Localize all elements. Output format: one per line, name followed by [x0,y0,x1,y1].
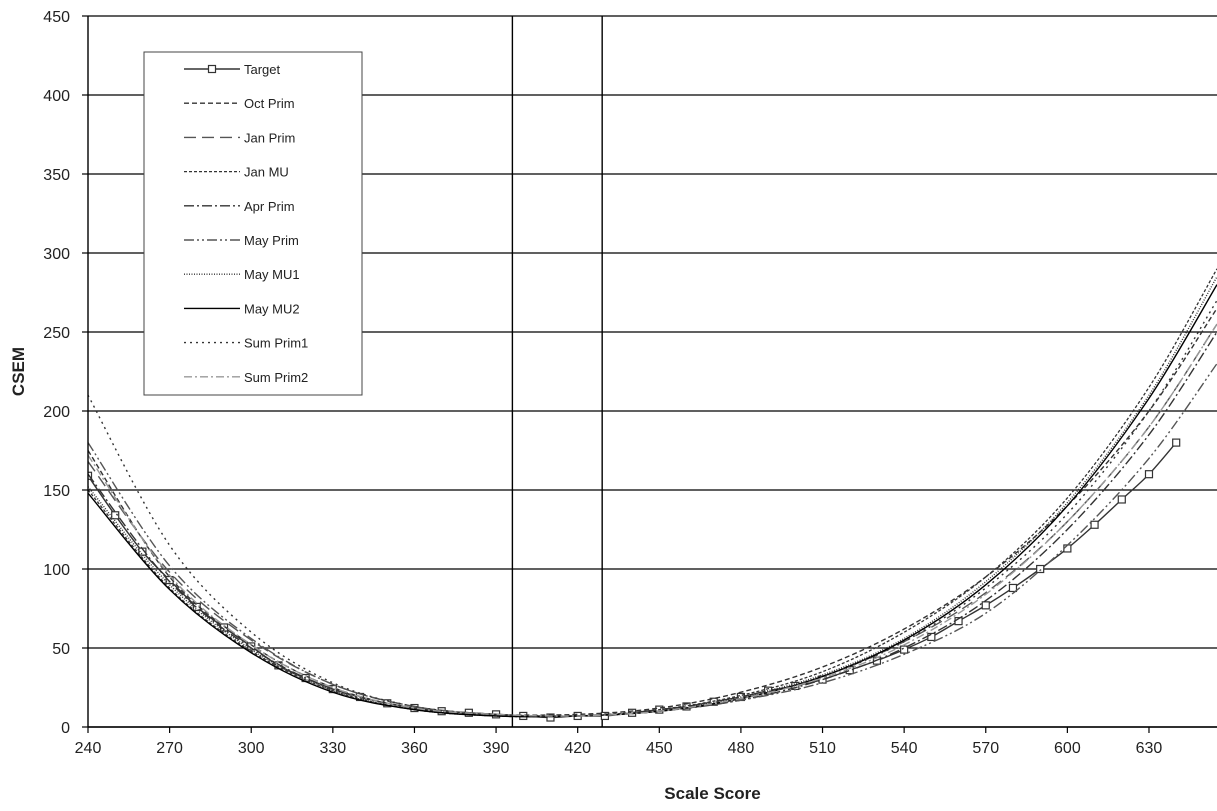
data-point-target-640 [1173,439,1180,446]
x-tick-label-240: 240 [75,740,102,757]
y-tick-label-0: 0 [61,720,70,737]
legend-label-jan-prim: Jan Prim [244,130,295,145]
legend-label-target: Target [244,62,281,77]
legend-label-sum-prim1: Sum Prim1 [244,336,308,351]
legend-label-may-mu1: May MU1 [244,267,300,282]
x-tick-label-270: 270 [156,740,183,757]
legend-marker-target [209,66,216,73]
y-tick-label-200: 200 [43,404,70,421]
x-tick-label-480: 480 [728,740,755,757]
x-tick-label-600: 600 [1054,740,1081,757]
y-tick-label-300: 300 [43,246,70,263]
legend: Target Oct Prim Jan Prim Jan MU Apr Prim May … [144,52,362,395]
data-point-target-570 [982,602,989,609]
series-line-may-prim [88,364,1217,717]
data-point-target-620 [1118,496,1125,503]
y-tick-label-350: 350 [43,167,70,184]
x-tick-label-510: 510 [809,740,836,757]
data-point-target-580 [1009,584,1016,591]
x-tick-label-630: 630 [1136,740,1163,757]
x-axis-title: Scale Score [664,784,760,803]
x-tick-label-330: 330 [319,740,346,757]
y-axis-title: CSEM [9,347,28,396]
y-tick-label-150: 150 [43,483,70,500]
data-point-target-590 [1037,566,1044,573]
legend-label-may-prim: May Prim [244,233,299,248]
legend-label-may-mu2: May MU2 [244,301,300,316]
y-tick-label-450: 450 [43,9,70,26]
y-tick-label-250: 250 [43,325,70,342]
x-tick-label-540: 540 [891,740,918,757]
legend-label-oct-prim: Oct Prim [244,96,295,111]
x-tick-label-360: 360 [401,740,428,757]
y-tick-label-400: 400 [43,88,70,105]
data-point-target-630 [1145,471,1152,478]
legend-label-apr-prim: Apr Prim [244,199,295,214]
x-tick-label-570: 570 [972,740,999,757]
legend-label-jan-mu: Jan MU [244,165,289,180]
x-tick-label-450: 450 [646,740,673,757]
x-tick-label-420: 420 [564,740,591,757]
data-point-target-610 [1091,521,1098,528]
y-tick-label-100: 100 [43,562,70,579]
x-tick-label-390: 390 [483,740,510,757]
y-tick-label-50: 50 [52,641,70,658]
x-tick-label-300: 300 [238,740,265,757]
legend-label-sum-prim2: Sum Prim2 [244,370,308,385]
